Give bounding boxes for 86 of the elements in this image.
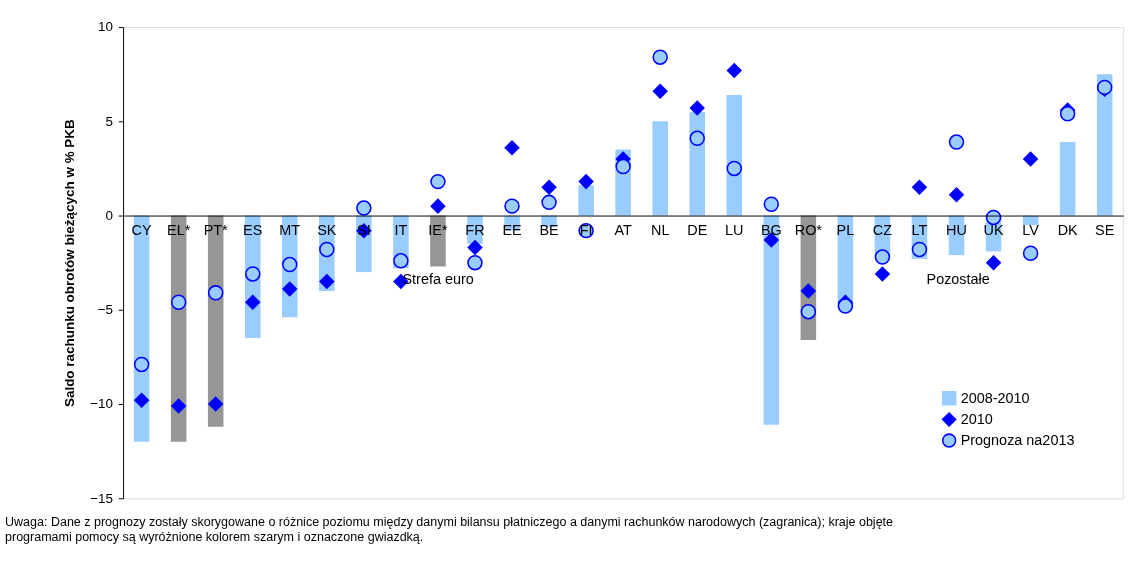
point [837, 298, 854, 314]
x-tick-label: DK [1057, 222, 1079, 239]
point [430, 198, 446, 214]
point [319, 241, 335, 258]
point [911, 179, 928, 196]
y-tick-label: 10 [98, 19, 113, 35]
x-tick-label: FI [579, 222, 593, 239]
x-tick-label: BE [539, 222, 559, 239]
point [504, 139, 520, 156]
point [133, 356, 150, 373]
bar [726, 94, 743, 216]
point [207, 396, 224, 412]
point [911, 241, 928, 258]
x-tick-label: PL [836, 222, 855, 239]
x-tick-label: SK [317, 222, 337, 239]
x-tick-label: LU [725, 222, 744, 239]
x-tick-label: FR [465, 222, 485, 239]
x-tick-label: UK [983, 222, 1004, 239]
point [726, 160, 742, 177]
point [1022, 151, 1039, 167]
y-tick-label: −5 [97, 302, 113, 318]
bar [578, 185, 594, 216]
y-axis-title: Saldo rachunku obrotów bieżących w % PKB [61, 118, 77, 408]
x-tick-label: BG [760, 222, 782, 239]
x-tick-label: CY [131, 222, 153, 239]
bar [689, 111, 705, 216]
x-tick-label: HU [946, 222, 967, 239]
point [578, 173, 594, 190]
legend-label: Prognoza na2013 [960, 432, 1075, 449]
y-tick-label: 0 [105, 207, 113, 223]
y-tick-label: −10 [90, 396, 113, 412]
point [948, 134, 965, 150]
point [1059, 106, 1076, 122]
bar [652, 121, 668, 216]
x-tick-label: ES [243, 222, 263, 239]
y-tick-label: 5 [105, 113, 113, 129]
point [800, 303, 817, 320]
point [689, 100, 705, 116]
point [393, 253, 409, 269]
point [356, 200, 372, 216]
point [467, 239, 483, 256]
point [874, 266, 891, 282]
x-tick-label: SE [1095, 222, 1115, 239]
x-tick-label: NL [650, 222, 670, 239]
x-tick-label: IT [394, 222, 408, 239]
point [652, 49, 668, 65]
bar [1059, 142, 1076, 216]
point [282, 256, 298, 273]
annotation: Pozostałe [926, 270, 990, 287]
bar [763, 215, 780, 425]
point [282, 281, 298, 297]
point [319, 273, 335, 290]
point [207, 285, 224, 301]
point [170, 294, 187, 310]
point [985, 254, 1002, 271]
point [615, 158, 631, 175]
point [652, 83, 668, 99]
point [689, 130, 705, 146]
legend-label: 2008-2010 [960, 390, 1030, 407]
point [1022, 245, 1039, 261]
x-tick-label: EE [502, 222, 522, 239]
point [800, 283, 817, 299]
x-tick-label: SI [357, 222, 371, 239]
point [763, 196, 780, 212]
x-tick-label: LT [911, 222, 928, 239]
point [170, 398, 187, 414]
x-tick-label: CZ [872, 222, 893, 239]
y-tick-label: −15 [90, 490, 113, 506]
bar [1096, 74, 1113, 216]
point [133, 392, 150, 409]
point [541, 179, 557, 196]
point [874, 249, 891, 265]
point [726, 62, 743, 79]
point [504, 198, 520, 214]
x-tick-label: DE [687, 222, 708, 239]
point [244, 266, 261, 282]
x-tick-label: LV [1022, 222, 1040, 239]
point [541, 194, 557, 211]
point [430, 173, 446, 190]
legend-label: 2010 [960, 411, 993, 428]
point [948, 187, 965, 203]
point [467, 254, 483, 271]
x-tick-label: MT [279, 222, 301, 239]
point [244, 294, 261, 311]
x-tick-label: AT [614, 222, 633, 239]
text: Uwaga: Dane z prognozy zostały skorygowane o różnice poziomu między danymi bilansu płatniczego a danymi rachunków narodowych (zagranica); kraje objęte programami pomocy są wyróżnione kolorem szarym i oznaczone gwiazdką. [5, 515, 894, 544]
